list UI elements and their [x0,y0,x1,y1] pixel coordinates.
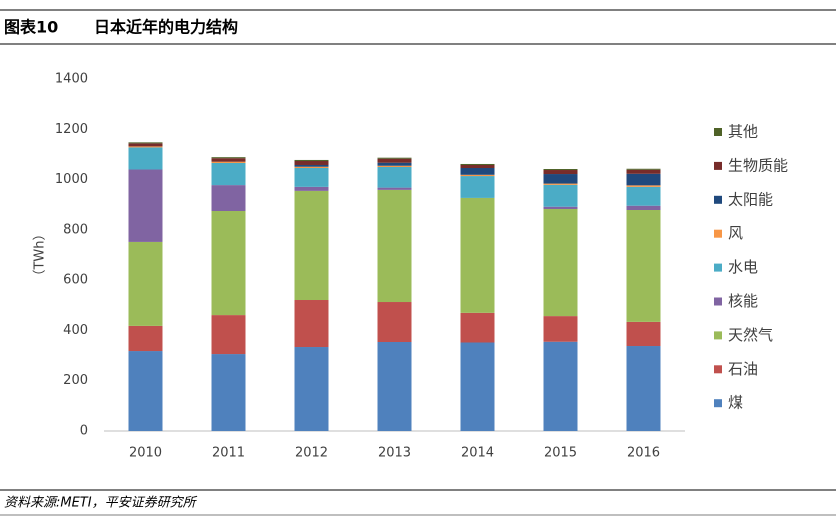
bar-segment [294,300,329,348]
x-tick-label: 2011 [212,446,245,461]
bar-segment [294,347,329,431]
bar-segment [294,164,329,167]
bar-segment [211,185,246,211]
legend-swatch [714,331,722,340]
source-note: 资料来源:METI，平安证券研究所 [4,495,198,511]
bar-segment [460,312,495,343]
bar-segment [626,321,661,347]
legend-label: 风 [728,224,743,242]
bar-segment [128,143,163,147]
y-tick-label: 600 [63,273,88,288]
bar-segment [543,169,578,171]
y-tick-label: 1400 [55,72,88,87]
bar-segment [377,165,412,167]
bar-segment [294,159,329,161]
legend-label: 生物质能 [728,156,788,174]
bar-segment [211,161,246,163]
bar-segment [211,354,246,431]
legend-swatch [714,195,722,204]
x-tick-label: 2012 [295,446,328,461]
bar-segment [460,164,495,169]
bar-segment [128,325,163,352]
legend-label: 水电 [728,258,758,276]
bar-segment [460,176,495,198]
bar-segment [294,186,329,191]
legend-label: 天然气 [728,326,773,344]
x-tick-label: 2016 [627,446,660,461]
bar-segment [211,157,246,159]
bar-segment [626,346,661,431]
bar-segment [128,147,163,170]
x-tick-label: 2015 [544,446,577,461]
bar-segment [377,187,412,190]
legend-label: 石油 [728,360,758,378]
bar-segment [543,183,578,185]
x-tick-label: 2013 [378,446,411,461]
legend-swatch [714,365,722,374]
header-label: 图表10 [4,18,58,37]
bar-segment [460,174,495,177]
bar-segment [626,185,661,187]
bar-segment [211,211,246,316]
bar-segment [626,173,661,186]
x-tick-label: 2010 [129,446,162,461]
bar-segment [543,208,578,317]
bar-segment [128,169,163,242]
bar-segment [128,146,163,148]
bar-segment [128,241,163,326]
legend-swatch [714,399,722,408]
bar-segment [211,162,246,186]
y-tick-label: 200 [63,373,88,388]
bar-segment [460,168,495,175]
bar-segment [294,190,329,301]
legend-swatch [714,297,722,306]
bar-segment [626,209,661,322]
bar-segment [626,168,661,170]
bar-segment [377,157,412,159]
legend-swatch [714,263,722,272]
bar-segment [294,166,329,169]
bar-segment [543,170,578,175]
x-tick-label: 2014 [461,446,494,461]
bar-segment [377,167,412,188]
bar-segment [460,342,495,431]
y-tick-label: 800 [63,222,88,237]
bar-segment [543,341,578,431]
bar-segment [543,316,578,342]
bar-segment [294,168,329,187]
y-axis-label: （TWh） [33,227,48,282]
legend-label: 核能 [728,292,758,310]
bar-segment [377,162,412,166]
bar-segment [128,142,163,144]
y-tick-label: 1000 [55,172,88,187]
bar-segment [377,158,412,163]
y-tick-label: 400 [63,323,88,338]
bar-segment [128,351,163,431]
bar-segment [626,205,661,210]
y-tick-label: 0 [80,424,88,439]
legend-swatch [714,161,722,170]
bar-segment [211,158,246,162]
bar-segment [543,184,578,207]
bar-segment [294,160,329,165]
legend-swatch [714,128,722,136]
y-tick-label: 1200 [55,122,88,137]
bar-segment [626,186,661,206]
bar-segment [460,197,495,313]
bar-segment [626,169,661,174]
legend-label: 煤 [728,394,743,412]
legend-swatch [714,229,722,238]
bar-segment [377,341,412,431]
bar-segment [377,189,412,303]
bar-segment [211,315,246,355]
bar-segment [543,206,578,209]
header-title: 日本近年的电力结构 [94,18,238,37]
bar-segment [377,302,412,342]
bar-segment [460,163,495,165]
bar-segment [543,174,578,184]
legend-label: 太阳能 [728,190,773,208]
legend-label: 其他 [728,123,758,141]
